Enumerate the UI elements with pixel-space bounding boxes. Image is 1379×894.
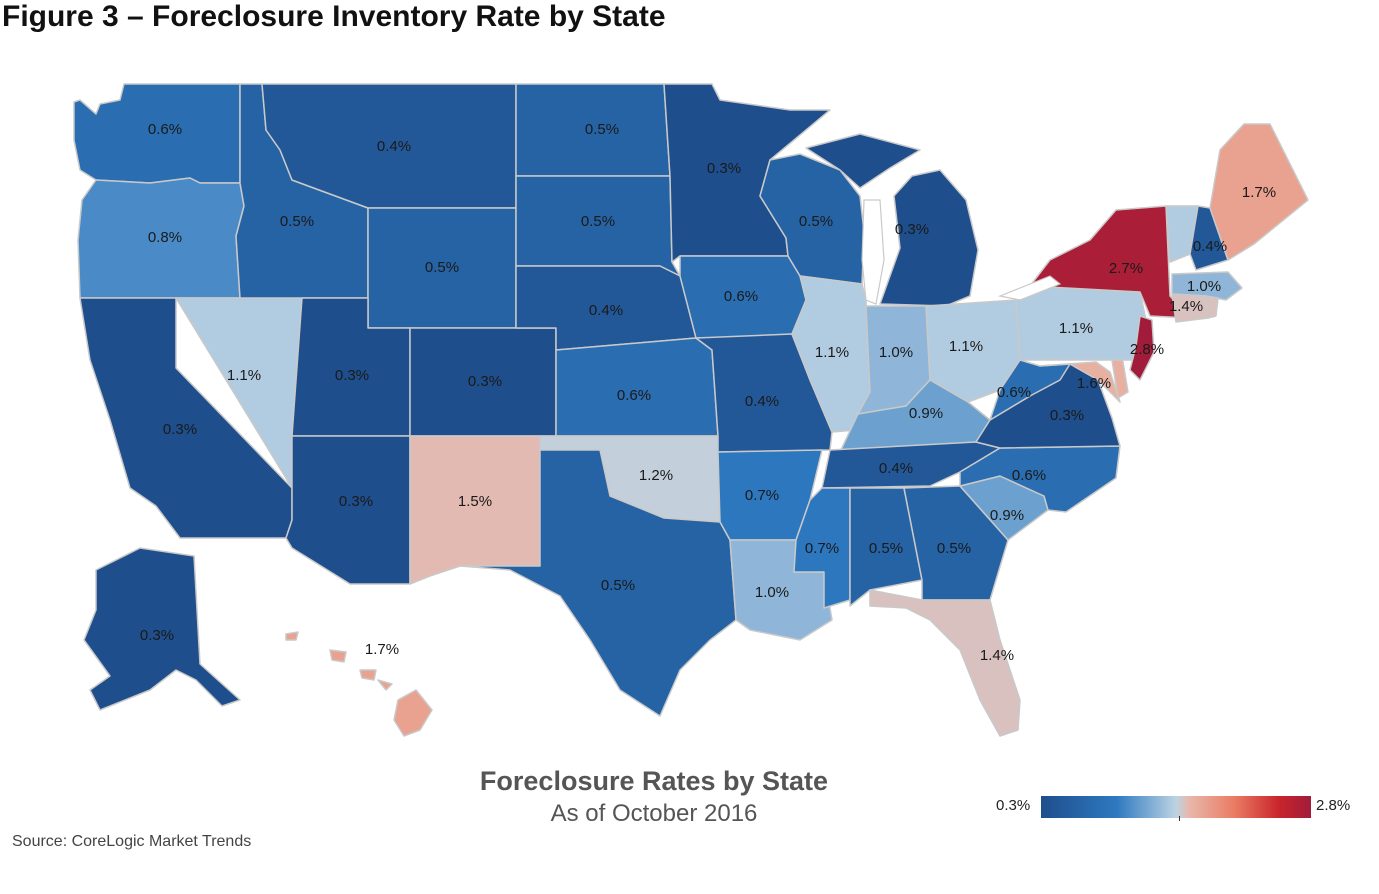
map-subtitle: As of October 2016	[550, 800, 758, 827]
label-wv: 0.6%	[997, 384, 1031, 401]
state-mi-upper	[805, 133, 921, 189]
label-ct: 1.4%	[1169, 298, 1203, 315]
label-pa: 1.1%	[1059, 320, 1093, 337]
label-ia: 0.6%	[724, 288, 758, 305]
state-tx	[459, 449, 737, 717]
state-az	[285, 435, 411, 585]
state-il	[791, 275, 871, 433]
label-id: 0.5%	[280, 213, 314, 230]
state-nh	[1189, 205, 1229, 271]
label-ga: 0.5%	[937, 540, 971, 557]
state-ri	[1205, 295, 1219, 319]
label-ky: 0.9%	[909, 405, 943, 422]
label-sd: 0.5%	[581, 213, 615, 230]
label-va: 0.3%	[1050, 407, 1084, 424]
label-tn: 0.4%	[879, 460, 913, 477]
label-wy: 0.5%	[425, 259, 459, 276]
label-nv: 1.1%	[227, 367, 261, 384]
source-note: Source: CoreLogic Market Trends	[12, 833, 252, 850]
state-hi-island	[285, 631, 299, 641]
label-nd: 0.5%	[585, 121, 619, 138]
label-ar: 0.7%	[745, 487, 779, 504]
label-ny: 2.7%	[1109, 260, 1143, 277]
map-title: Foreclosure Rates by State	[479, 766, 829, 796]
label-la: 1.0%	[755, 584, 789, 601]
label-nc: 0.6%	[1012, 467, 1046, 484]
label-mo: 0.4%	[745, 393, 779, 410]
label-ne: 0.4%	[589, 302, 623, 319]
label-mn: 0.3%	[707, 160, 741, 177]
label-mi: 0.3%	[895, 221, 929, 238]
label-il: 1.1%	[815, 344, 849, 361]
label-az: 0.3%	[339, 493, 373, 510]
label-nh: 0.4%	[1193, 238, 1227, 255]
state-md	[1039, 361, 1121, 403]
state-fl	[869, 589, 1021, 737]
state-nj	[1129, 315, 1155, 381]
label-tx: 0.5%	[601, 577, 635, 594]
label-mt: 0.4%	[377, 138, 411, 155]
legend-color-scale	[1041, 796, 1311, 818]
label-oh: 1.1%	[949, 338, 983, 355]
state-mi	[879, 169, 979, 307]
label-ms: 0.7%	[805, 540, 839, 557]
state-ca	[79, 297, 293, 539]
great-lakes	[861, 199, 1062, 305]
state-me	[1209, 123, 1309, 261]
figure-title: Figure 3 – Foreclosure Inventory Rate by…	[2, 0, 666, 33]
legend-max-label: 2.8%	[1316, 797, 1351, 814]
label-al: 0.5%	[869, 540, 903, 557]
state-al	[849, 487, 923, 607]
legend-tick	[1179, 816, 1180, 821]
label-wi: 0.5%	[799, 213, 833, 230]
label-sc: 0.9%	[990, 507, 1024, 524]
state-ak	[83, 547, 241, 711]
label-md: 1.6%	[1077, 375, 1111, 392]
label-nj: 2.8%	[1130, 341, 1164, 358]
label-ak: 0.3%	[140, 627, 174, 644]
label-fl: 1.4%	[980, 647, 1014, 664]
label-co: 0.3%	[468, 373, 502, 390]
label-nm: 1.5%	[458, 493, 492, 510]
label-in: 1.0%	[879, 344, 913, 361]
state-hi-island	[377, 679, 393, 691]
label-ok: 1.2%	[639, 467, 673, 484]
state-hi-island	[329, 649, 347, 663]
label-or: 0.8%	[148, 229, 182, 246]
state-ny	[1029, 205, 1191, 319]
label-hi: 1.7%	[365, 641, 399, 658]
label-me: 1.7%	[1242, 184, 1276, 201]
label-ut: 0.3%	[335, 367, 369, 384]
legend-min-label: 0.3%	[996, 797, 1031, 814]
label-ks: 0.6%	[617, 387, 651, 404]
label-wa: 0.6%	[148, 121, 182, 138]
state-hi-island	[359, 669, 377, 681]
state-nm	[409, 435, 541, 585]
label-ma: 1.0%	[1187, 278, 1221, 295]
state-hi	[393, 689, 433, 737]
label-ca: 0.3%	[163, 421, 197, 438]
